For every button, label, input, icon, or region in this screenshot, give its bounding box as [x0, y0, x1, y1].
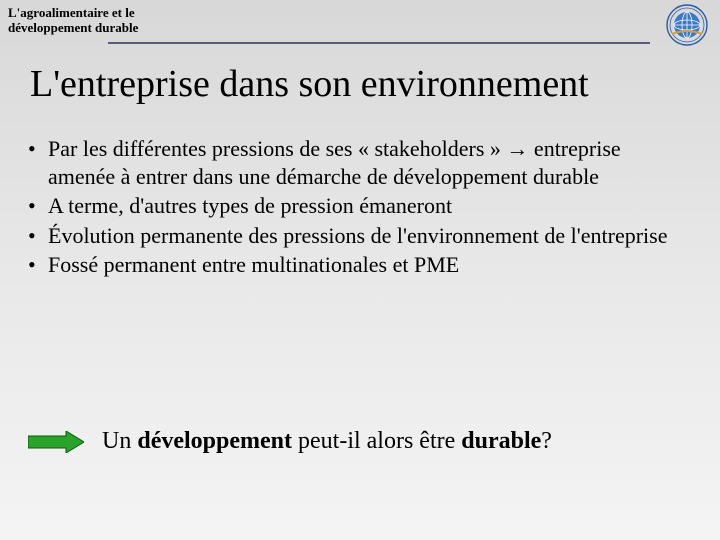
bullet-list: Par les différentes pressions de ses « s… — [26, 135, 690, 281]
conclusion-bold1: développement — [137, 428, 292, 454]
course-title-line2: développement durable — [8, 20, 138, 35]
list-item: Évolution permanente des pressions de l'… — [26, 222, 690, 250]
conclusion-part2: peut-il alors être — [292, 428, 461, 454]
arrow-right-icon — [28, 431, 84, 453]
slide-title: L'entreprise dans son environnement — [30, 62, 700, 106]
arrow-polygon — [28, 431, 84, 453]
conclusion-bold2: durable — [461, 428, 541, 454]
globe-logo-icon — [666, 4, 708, 46]
conclusion-part1: Un — [102, 428, 137, 454]
list-item: Par les différentes pressions de ses « s… — [26, 135, 690, 190]
conclusion-text: Un développement peut-il alors être dura… — [102, 428, 700, 455]
course-title: L'agroalimentaire et le développement du… — [8, 6, 188, 36]
list-item: A terme, d'autres types de pression éman… — [26, 192, 690, 220]
course-title-line1: L'agroalimentaire et le — [8, 5, 135, 20]
conclusion-part3: ? — [541, 428, 552, 454]
slide-header: L'agroalimentaire et le développement du… — [8, 6, 710, 46]
header-divider — [108, 42, 650, 44]
list-item: Fossé permanent entre multinationales et… — [26, 251, 690, 279]
